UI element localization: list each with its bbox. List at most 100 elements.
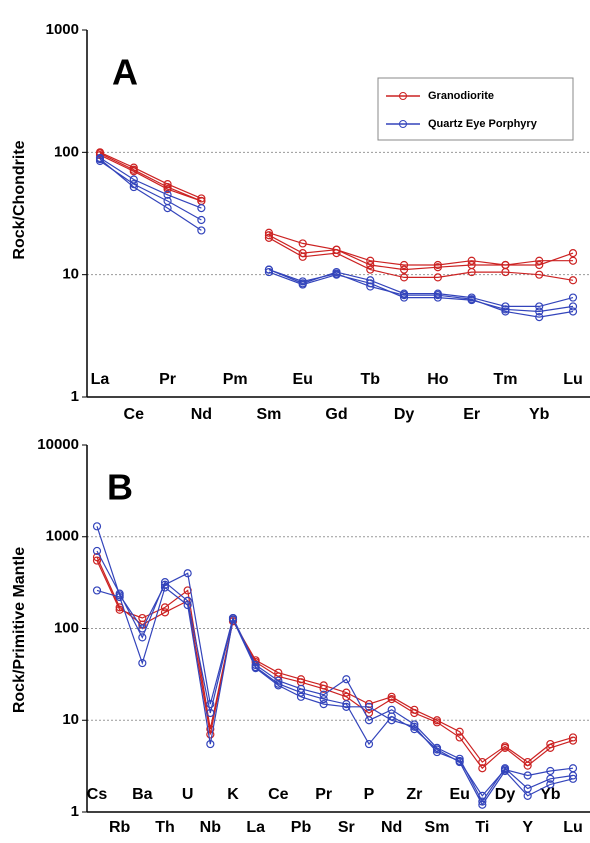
- data-point: [387, 692, 396, 701]
- x-tick-label: Tb: [361, 371, 381, 388]
- data-point: [95, 155, 105, 164]
- data-point: [342, 675, 351, 684]
- data-point: [535, 302, 544, 311]
- y-tick-label: 10: [62, 711, 79, 728]
- data-point: [163, 182, 172, 192]
- series-line: [99, 157, 574, 307]
- y-axis-label: Rock/Chondrite: [11, 140, 28, 259]
- data-point: [467, 267, 476, 277]
- data-point: [228, 615, 238, 624]
- x-tick-label: Gd: [325, 406, 347, 423]
- x-tick-label: Nd: [381, 819, 402, 836]
- series-line: [96, 556, 574, 770]
- data-point: [568, 276, 578, 285]
- data-point: [546, 774, 555, 783]
- data-point: [364, 739, 374, 749]
- data-point: [197, 226, 206, 235]
- data-point: [206, 739, 215, 749]
- y-tick-label: 10000: [37, 436, 79, 453]
- data-point: [568, 764, 578, 773]
- y-tick-label: 1: [71, 388, 79, 405]
- series-line: [99, 152, 574, 281]
- data-point: [568, 736, 578, 745]
- panel-title: A: [112, 52, 138, 93]
- data-point: [92, 522, 102, 531]
- data-point: [410, 722, 419, 731]
- data-point: [568, 293, 578, 302]
- data-point: [432, 747, 442, 757]
- data-point: [501, 267, 510, 277]
- data-point: [364, 702, 374, 711]
- series-line: [99, 158, 574, 318]
- x-tick-label: Th: [155, 819, 175, 836]
- data-point: [138, 633, 147, 642]
- data-point: [206, 699, 215, 709]
- data-point: [163, 204, 172, 213]
- data-point: [160, 583, 170, 592]
- y-tick-label: 1000: [46, 528, 79, 545]
- data-point: [478, 764, 487, 773]
- data-point: [568, 249, 578, 258]
- data-point: [535, 260, 544, 270]
- data-point: [92, 556, 102, 565]
- data-point: [92, 586, 102, 595]
- data-point: [197, 204, 206, 213]
- data-point: [433, 293, 442, 302]
- data-point: [478, 757, 487, 767]
- data-point: [523, 771, 532, 780]
- data-point: [433, 263, 442, 272]
- x-tick-label: Pm: [223, 371, 248, 388]
- x-tick-label: Yb: [529, 406, 550, 423]
- series-line: [96, 550, 574, 806]
- series-line: [96, 586, 574, 797]
- data-point: [399, 260, 409, 270]
- data-point: [129, 175, 138, 184]
- data-point: [399, 273, 409, 282]
- data-point: [129, 182, 138, 192]
- data-point: [546, 743, 555, 752]
- x-tick-label: Sm: [425, 819, 450, 836]
- series-line: [96, 560, 574, 763]
- x-tick-label: Eu: [292, 371, 312, 388]
- y-tick-label: 100: [54, 619, 79, 636]
- data-point: [455, 733, 464, 742]
- data-point: [366, 256, 375, 265]
- data-point: [342, 699, 351, 709]
- data-point: [332, 269, 341, 278]
- data-point: [319, 695, 328, 704]
- y-tick-label: 100: [54, 143, 79, 160]
- data-point: [364, 716, 374, 725]
- x-tick-label: Nb: [200, 819, 222, 836]
- legend-label: Granodiorite: [428, 90, 494, 102]
- x-tick-label: Tm: [493, 371, 517, 388]
- x-tick-label: Pr: [315, 786, 332, 803]
- x-tick-label: Ho: [427, 371, 449, 388]
- x-tick-label: Lu: [563, 819, 583, 836]
- data-point: [568, 307, 578, 316]
- x-tick-label: Dy: [394, 406, 415, 423]
- x-tick-label: Sm: [256, 406, 281, 423]
- data-point: [387, 716, 396, 725]
- data-point: [296, 692, 306, 701]
- x-tick-label: La: [91, 371, 110, 388]
- data-point: [399, 293, 409, 302]
- data-point: [387, 695, 396, 704]
- data-point: [342, 702, 351, 711]
- data-point: [433, 291, 442, 300]
- series-line: [96, 526, 574, 803]
- data-point: [535, 307, 544, 316]
- x-tick-label: Ce: [124, 406, 145, 423]
- data-point: [160, 608, 170, 617]
- legend-marker: [399, 92, 407, 100]
- data-point: [546, 766, 555, 776]
- data-point: [274, 681, 283, 690]
- data-point: [264, 233, 274, 242]
- data-point: [160, 578, 170, 587]
- data-point: [455, 756, 464, 766]
- data-point: [92, 546, 102, 556]
- x-tick-label: Nd: [191, 406, 212, 423]
- data-point: [399, 265, 409, 274]
- data-point: [432, 718, 442, 727]
- data-point: [410, 720, 419, 729]
